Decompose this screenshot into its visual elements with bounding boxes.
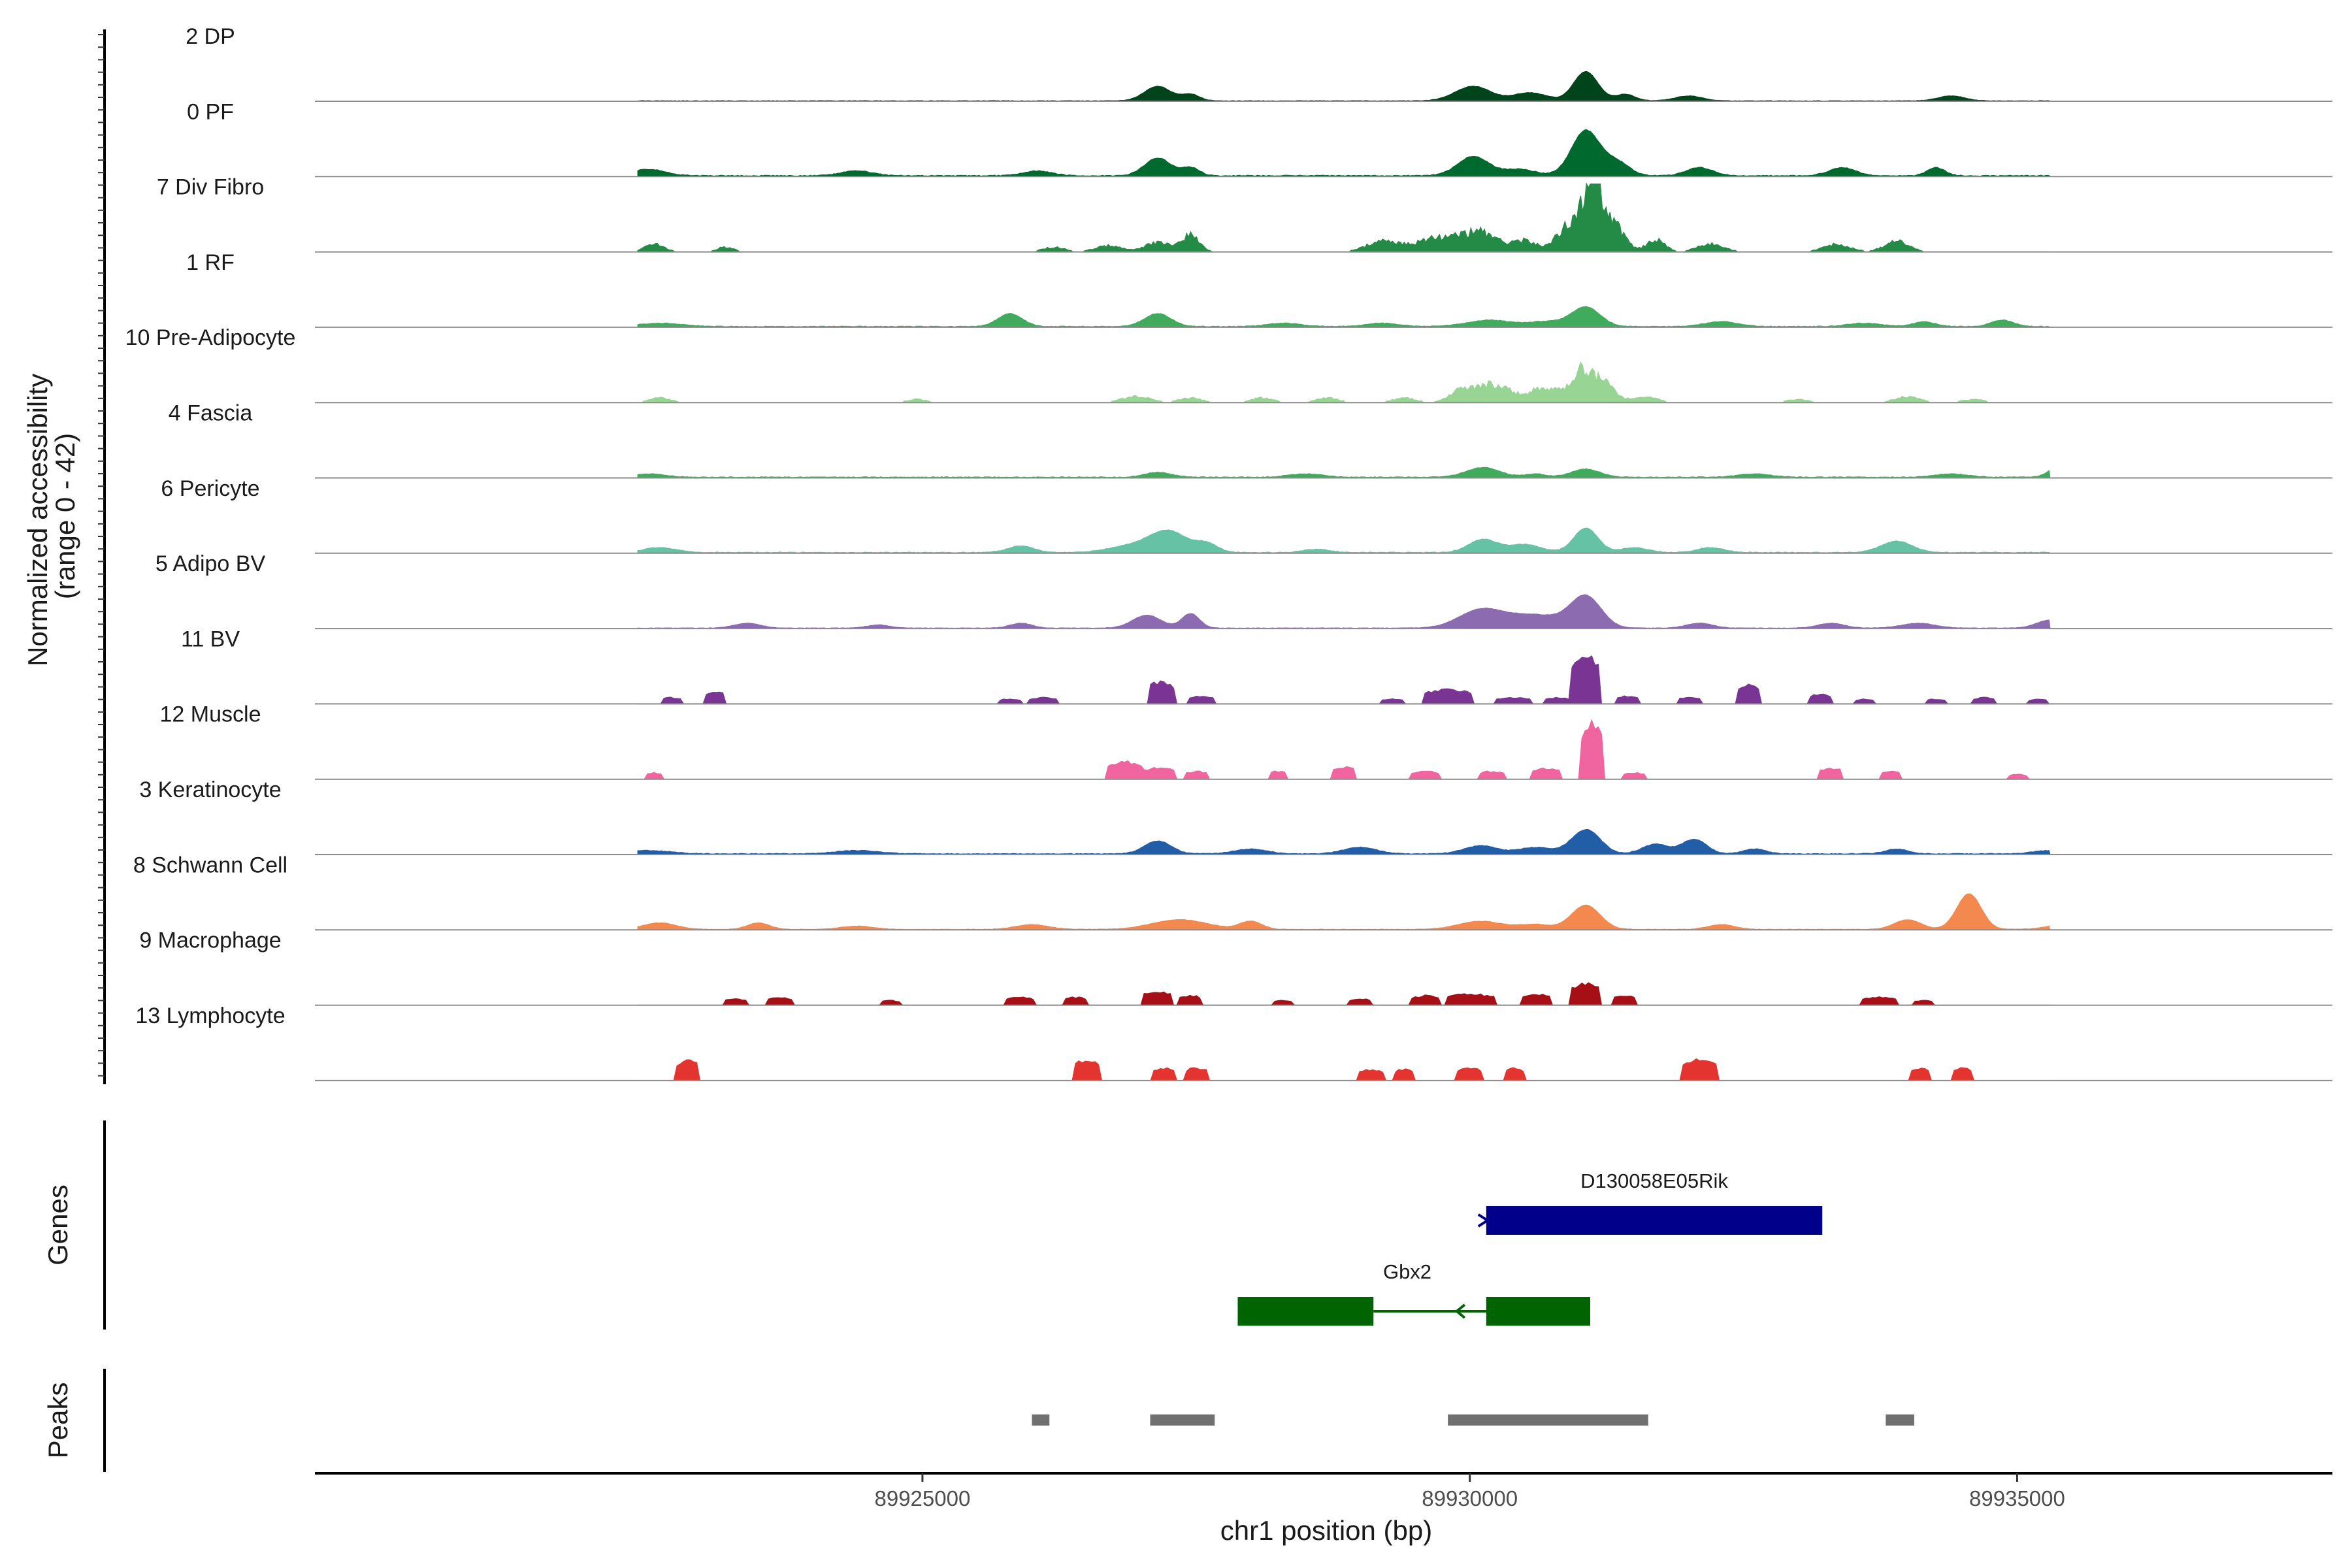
gene-label: Gbx2 — [1383, 1260, 1431, 1283]
track-9-macrophage: 9 Macrophage — [139, 928, 2332, 1006]
track-5-adipo-bv: 5 Adipo BV — [155, 551, 2332, 630]
x-tick-label: 89930000 — [1422, 1486, 1518, 1511]
y-axis — [98, 29, 106, 1085]
track-0-pf: 0 PF — [187, 99, 2332, 178]
gene-annotations: D130058E05Rik Gbx2 — [1237, 1169, 1823, 1326]
gene-exon — [1237, 1297, 1374, 1326]
track-label: 11 BV — [181, 627, 240, 651]
track-label: 6 Pericyte — [161, 476, 259, 501]
track-7-div-fibro: 7 Div Fibro — [157, 175, 2332, 253]
peak-region — [1886, 1414, 1914, 1426]
coverage-tracks: 2 DP 0 PF 7 Div Fibro 1 RF 10 Pre-Adipocyte 4… — [125, 24, 2332, 1081]
track-label: 3 Keratinocyte — [139, 777, 281, 802]
peak-region — [1150, 1414, 1215, 1426]
track-label: 9 Macrophage — [139, 928, 281, 953]
x-axis: 89925000 89930000 89935000 — [315, 1472, 2332, 1511]
track-label: 12 Muscle — [160, 702, 261, 727]
gene-gbx2: Gbx2 — [1237, 1260, 1590, 1326]
track-4-fascia: 4 Fascia — [169, 401, 2332, 479]
y-axis-title-line1: Normalized accessibility — [22, 374, 53, 666]
peak-region — [1448, 1414, 1648, 1426]
genes-panel-label: Genes — [42, 1184, 73, 1266]
y-axis-title: Normalized accessibility (range 0 - 42) — [22, 366, 80, 666]
track-10-pre-adipocyte: 10 Pre-Adipocyte — [125, 325, 2332, 404]
x-tick-label: 89925000 — [875, 1486, 971, 1511]
track-label: 13 Lymphocyte — [135, 1004, 285, 1028]
x-tick-label: 89935000 — [1969, 1486, 2065, 1511]
track-1-rf: 1 RF — [186, 250, 2332, 328]
track-label: 5 Adipo BV — [155, 551, 266, 576]
gene-label: D130058E05Rik — [1580, 1169, 1728, 1192]
track-label: 2 DP — [186, 24, 235, 49]
y-axis-title-line2: (range 0 - 42) — [50, 433, 80, 599]
coverage-area — [637, 466, 2051, 479]
x-axis-title: chr1 position (bp) — [1220, 1515, 1433, 1546]
gene-d130058e05rik: D130058E05Rik — [1477, 1169, 1823, 1235]
track-11-bv: 11 BV — [181, 627, 2332, 705]
gene-exon — [1486, 1297, 1590, 1326]
track-label: 0 PF — [187, 99, 234, 124]
track-label: 4 Fascia — [169, 401, 253, 426]
peak-region — [1032, 1414, 1050, 1426]
track-12-muscle: 12 Muscle — [160, 702, 2332, 780]
track-6-pericyte: 6 Pericyte — [161, 476, 2332, 554]
peak-regions — [1032, 1414, 1914, 1426]
track-8-schwann-cell: 8 Schwann Cell — [133, 853, 2332, 931]
track-3-keratinocyte: 3 Keratinocyte — [139, 777, 2332, 855]
gene-exon — [1486, 1206, 1823, 1235]
track-13-lymphocyte: 13 Lymphocyte — [135, 1004, 2332, 1081]
coverage-area — [637, 828, 2051, 855]
track-label: 7 Div Fibro — [157, 175, 264, 200]
track-label: 10 Pre-Adipocyte — [125, 325, 296, 350]
strand-arrow — [1477, 1213, 1490, 1228]
peaks-panel-label: Peaks — [42, 1382, 73, 1459]
track-2-dp: 2 DP — [186, 24, 2332, 102]
track-label: 8 Schwann Cell — [133, 853, 287, 877]
strand-arrow — [1454, 1303, 1466, 1319]
track-label: 1 RF — [186, 250, 235, 275]
